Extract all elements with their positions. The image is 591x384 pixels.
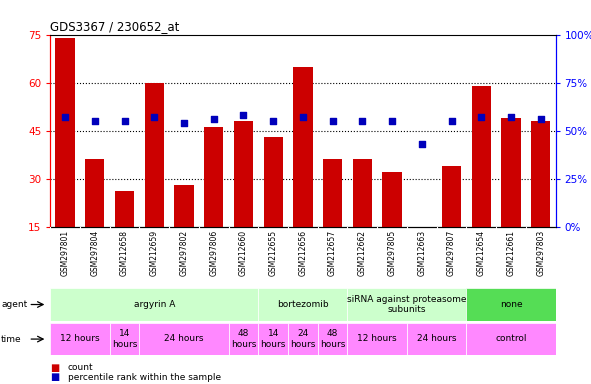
Bar <box>145 83 164 227</box>
Text: 24 hours: 24 hours <box>164 334 204 343</box>
Point <box>150 114 159 120</box>
Point <box>179 120 189 126</box>
Bar <box>204 127 223 227</box>
Bar <box>50 323 110 355</box>
Bar <box>531 121 550 227</box>
Text: GSM212658: GSM212658 <box>120 230 129 276</box>
Text: GSM212660: GSM212660 <box>239 230 248 276</box>
Text: GSM297806: GSM297806 <box>209 230 218 276</box>
Bar <box>407 323 466 355</box>
Text: GDS3367 / 230652_at: GDS3367 / 230652_at <box>50 20 180 33</box>
Bar <box>56 38 74 227</box>
Bar <box>115 191 134 227</box>
Point <box>417 141 427 147</box>
Text: agent: agent <box>1 300 27 309</box>
Bar <box>472 86 491 227</box>
Text: GSM212657: GSM212657 <box>328 230 337 276</box>
Text: 14
hours: 14 hours <box>261 329 286 349</box>
Text: 24
hours: 24 hours <box>290 329 316 349</box>
Text: GSM297805: GSM297805 <box>388 230 397 276</box>
Point <box>536 116 545 122</box>
Point <box>239 112 248 118</box>
Text: count: count <box>68 363 93 372</box>
Point <box>358 118 367 124</box>
Text: GSM212663: GSM212663 <box>417 230 426 276</box>
Bar <box>348 288 466 321</box>
Text: GSM212659: GSM212659 <box>150 230 159 276</box>
Bar <box>258 288 348 321</box>
Point <box>120 118 129 124</box>
Text: GSM297804: GSM297804 <box>90 230 99 276</box>
Text: none: none <box>499 300 522 309</box>
Bar <box>382 172 402 227</box>
Text: argyrin A: argyrin A <box>134 300 175 309</box>
Point <box>90 118 99 124</box>
Bar <box>348 323 407 355</box>
Bar <box>258 323 288 355</box>
Point <box>447 118 456 124</box>
Bar <box>85 159 105 227</box>
Text: 12 hours: 12 hours <box>60 334 100 343</box>
Text: GSM212655: GSM212655 <box>269 230 278 276</box>
Bar <box>110 323 139 355</box>
Bar <box>264 137 283 227</box>
Point <box>506 114 516 120</box>
Text: GSM297801: GSM297801 <box>61 230 70 276</box>
Text: time: time <box>1 334 22 344</box>
Point <box>298 114 307 120</box>
Text: 48
hours: 48 hours <box>320 329 345 349</box>
Bar <box>174 185 194 227</box>
Bar <box>293 66 313 227</box>
Text: 12 hours: 12 hours <box>358 334 397 343</box>
Text: GSM297803: GSM297803 <box>536 230 545 276</box>
Text: ■: ■ <box>50 372 60 382</box>
Point <box>476 114 486 120</box>
Bar <box>318 323 348 355</box>
Bar <box>466 288 556 321</box>
Bar <box>442 166 461 227</box>
Bar <box>139 323 229 355</box>
Bar <box>234 121 253 227</box>
Bar <box>288 323 318 355</box>
Text: control: control <box>495 334 527 343</box>
Text: GSM212662: GSM212662 <box>358 230 367 276</box>
Text: siRNA against proteasome
subunits: siRNA against proteasome subunits <box>347 295 467 314</box>
Text: bortezomib: bortezomib <box>277 300 329 309</box>
Text: GSM212656: GSM212656 <box>298 230 307 276</box>
Bar <box>466 323 556 355</box>
Bar <box>353 159 372 227</box>
Bar <box>229 323 258 355</box>
Bar <box>501 118 521 227</box>
Point <box>60 114 70 120</box>
Bar <box>323 159 342 227</box>
Bar <box>50 288 258 321</box>
Text: ■: ■ <box>50 363 60 373</box>
Text: GSM297807: GSM297807 <box>447 230 456 276</box>
Text: 14
hours: 14 hours <box>112 329 137 349</box>
Text: 24 hours: 24 hours <box>417 334 456 343</box>
Text: 48
hours: 48 hours <box>230 329 256 349</box>
Text: GSM212654: GSM212654 <box>477 230 486 276</box>
Point <box>209 116 219 122</box>
Text: GSM212661: GSM212661 <box>506 230 515 276</box>
Point <box>387 118 397 124</box>
Point <box>268 118 278 124</box>
Text: GSM297802: GSM297802 <box>180 230 189 276</box>
Text: percentile rank within the sample: percentile rank within the sample <box>68 372 221 382</box>
Point <box>328 118 337 124</box>
